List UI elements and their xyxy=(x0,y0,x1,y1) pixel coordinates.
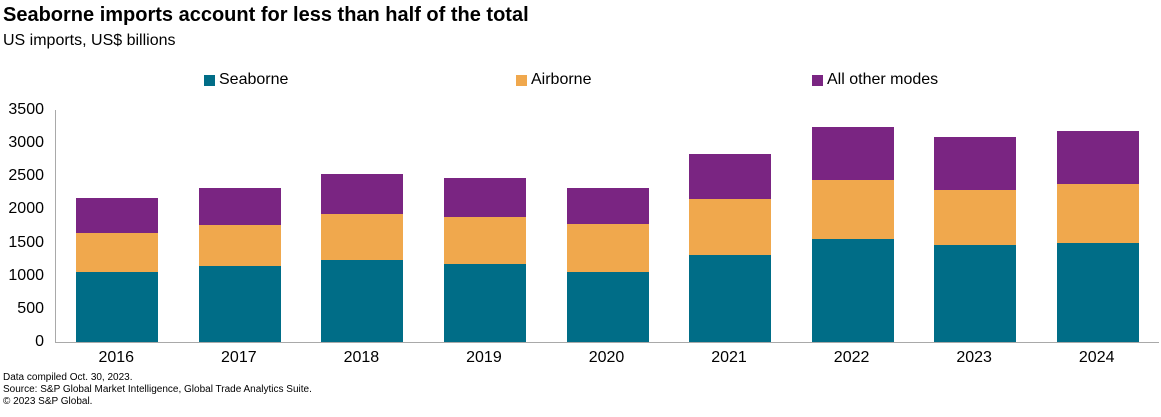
x-axis-label: 2023 xyxy=(956,349,992,366)
chart-subtitle: US imports, US$ billions xyxy=(3,32,176,49)
y-axis-labels: 0 500 1000 1500 2000 2500 3000 3500 xyxy=(0,101,44,350)
y-tick-label: 500 xyxy=(17,299,44,317)
bar-segment-airborne xyxy=(1056,184,1139,243)
bar-segment-seaborne xyxy=(934,245,1017,342)
bar-2020 xyxy=(566,110,649,342)
bar-segment-seaborne xyxy=(198,266,281,342)
bar-segment-seaborne xyxy=(321,259,404,342)
footer-data-compiled: Data compiled Oct. 30, 2023. xyxy=(3,372,133,383)
y-tick-label: 3500 xyxy=(8,101,44,118)
x-axis-label: 2019 xyxy=(466,349,502,366)
footer-copyright: © 2023 S&P Global. xyxy=(3,396,93,407)
bar-2017 xyxy=(198,110,281,342)
x-axis-label: 2021 xyxy=(711,349,747,366)
bar-segment-all-other-modes xyxy=(321,174,404,215)
y-tick-label: 1000 xyxy=(8,266,44,284)
x-axis-labels: 2016 2017 2018 2019 2020 2021 2022 2023 2024 xyxy=(55,349,1158,369)
legend-swatch-airborne xyxy=(516,74,527,86)
bar-segment-airborne xyxy=(811,180,894,240)
bar-segment-airborne xyxy=(76,233,159,272)
bar-segment-seaborne xyxy=(1056,242,1139,342)
bar-segment-airborne xyxy=(566,224,649,272)
y-tick-label: 3000 xyxy=(8,134,44,152)
bar-segment-seaborne xyxy=(811,239,894,342)
bar-2021 xyxy=(689,110,772,342)
y-tick-label: 1500 xyxy=(8,233,44,251)
bar-segment-all-other-modes xyxy=(689,154,772,199)
plot-area xyxy=(55,110,1159,343)
bar-segment-all-other-modes xyxy=(443,177,526,218)
x-axis-label: 2024 xyxy=(1078,349,1115,366)
x-axis-label: 2022 xyxy=(833,349,870,366)
legend-label-seaborne: Seaborne xyxy=(219,71,289,88)
chart-title: Seaborne imports account for less than h… xyxy=(3,4,529,26)
x-axis-label: 2016 xyxy=(98,349,135,366)
x-axis-label: 2017 xyxy=(221,349,257,366)
legend-swatch-all-other-modes xyxy=(812,74,823,86)
bar-segment-airborne xyxy=(321,214,404,260)
bar-segment-airborne xyxy=(443,217,526,264)
bar-2019 xyxy=(443,110,526,342)
bar-segment-all-other-modes xyxy=(934,137,1017,190)
bar-segment-all-other-modes xyxy=(76,197,159,234)
y-tick-label: 2000 xyxy=(8,200,44,218)
y-tick-label: 0 xyxy=(35,333,44,350)
bar-segment-all-other-modes xyxy=(566,187,649,225)
legend-item-airborne: Airborne xyxy=(516,70,591,90)
bar-segment-seaborne xyxy=(689,254,772,342)
x-axis-label: 2018 xyxy=(343,349,380,366)
bar-segment-all-other-modes xyxy=(1056,131,1139,185)
bar-segment-seaborne xyxy=(443,263,526,342)
legend-label-airborne: Airborne xyxy=(531,71,592,88)
legend-label-all-other-modes: All other modes xyxy=(827,71,939,88)
x-axis-label: 2020 xyxy=(588,349,625,366)
bar-segment-airborne xyxy=(198,224,281,267)
bar-2018 xyxy=(321,110,404,342)
legend-item-seaborne: Seaborne xyxy=(204,70,288,90)
bar-2016 xyxy=(76,110,159,342)
bar-segment-all-other-modes xyxy=(811,127,894,181)
bar-segment-all-other-modes xyxy=(198,187,281,225)
source-note: Data compiled Oct. 30, 2023. Source: S&P… xyxy=(3,372,312,408)
bar-segment-airborne xyxy=(934,189,1017,246)
legend: Seaborne Airborne All other modes xyxy=(0,70,1161,90)
bar-segment-airborne xyxy=(689,198,772,255)
y-tick-label: 2500 xyxy=(8,167,44,185)
bar-segment-seaborne xyxy=(76,271,159,342)
bar-segment-seaborne xyxy=(566,271,649,342)
footer-source: Source: S&P Global Market Intelligence, … xyxy=(3,384,312,395)
bar-2022 xyxy=(811,110,894,342)
bar-2024 xyxy=(1056,110,1139,342)
legend-item-all-other-modes: All other modes xyxy=(812,70,938,90)
bar-2023 xyxy=(934,110,1017,342)
legend-swatch-seaborne xyxy=(204,74,215,86)
